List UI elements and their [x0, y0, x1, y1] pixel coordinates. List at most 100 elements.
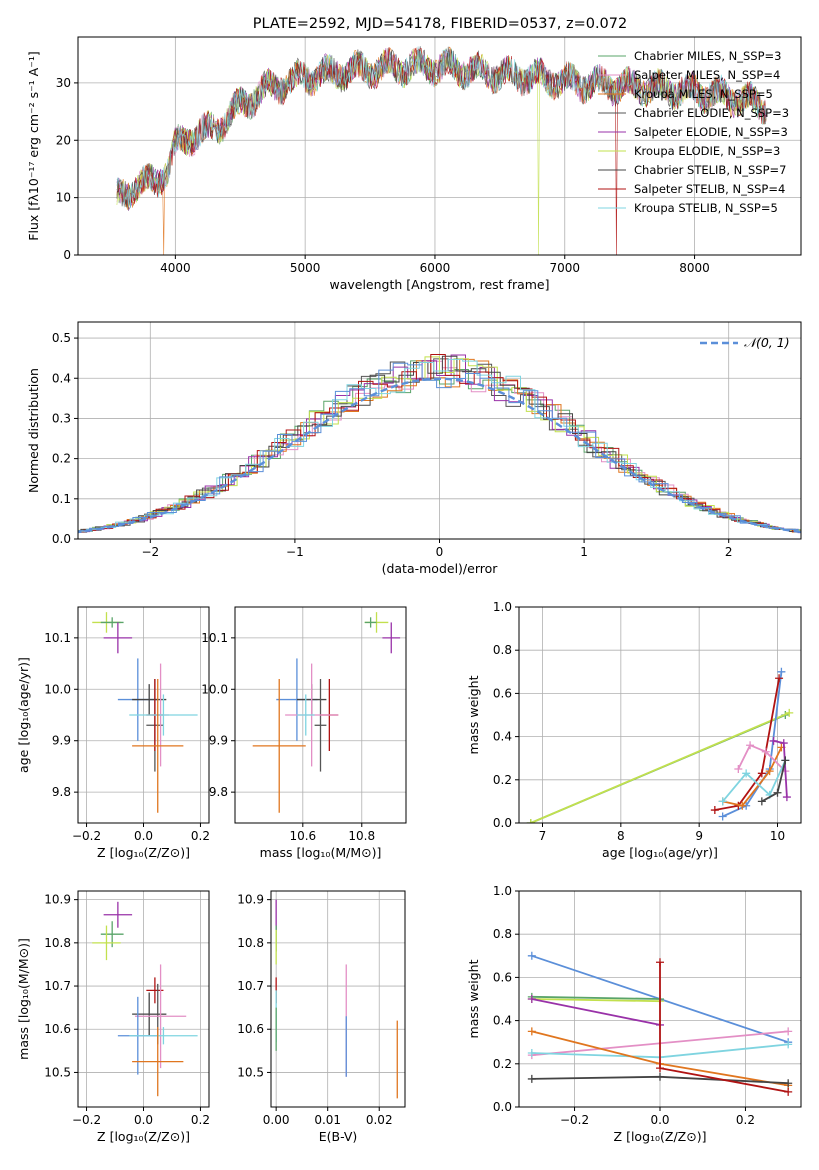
x-tick-label: 0.2	[191, 829, 210, 843]
x-tick-label: 0.01	[314, 1113, 341, 1127]
mass-weight-line	[737, 744, 786, 772]
histogram-step	[78, 356, 801, 534]
y-tick-label: 10.7	[44, 979, 71, 993]
y-tick-label: 0.2	[493, 1057, 512, 1071]
point-marker	[734, 765, 743, 773]
y-tick-label: 0.4	[493, 1014, 512, 1028]
legend-entry: Salpeter MILES, N_SSP=4	[634, 68, 780, 82]
x-tick-label: 8	[617, 829, 625, 843]
y-tick-label: 10.1	[44, 631, 71, 645]
y-tick-label: 0.6	[493, 686, 512, 700]
y-tick-label: 0.0	[493, 1100, 512, 1114]
point-marker	[527, 1074, 536, 1083]
point-marker	[527, 1049, 536, 1057]
x-tick-label: −2	[141, 545, 159, 559]
y-tick-label: 0.4	[493, 730, 512, 744]
y-tick-label: 0.2	[493, 773, 512, 787]
legend-entry: Salpeter ELODIE, N_SSP=3	[634, 125, 788, 139]
legend-entry: Chabrier MILES, N_SSP=3	[634, 49, 781, 63]
y-tick-label: 0	[63, 248, 71, 262]
plot-area	[92, 901, 198, 1097]
plot-area	[78, 354, 801, 534]
point-marker	[656, 1072, 664, 1081]
axes-frame	[234, 606, 407, 824]
x-tick-label: 0.00	[263, 1113, 290, 1127]
x-tick-label: 5000	[290, 261, 321, 275]
mass-weight-line	[714, 678, 780, 811]
x-tick-label: 2	[725, 545, 733, 559]
point-marker	[718, 812, 727, 821]
y-tick-label: 0.5	[52, 331, 71, 345]
normal-curve	[78, 377, 801, 534]
x-axis-label: wavelength [Angstrom, rest frame]	[329, 277, 549, 292]
x-tick-label: 0.2	[191, 1113, 210, 1127]
y-tick-label: 10.6	[237, 1022, 264, 1036]
y-tick-label: 10.0	[201, 682, 228, 696]
mass-weight-line	[659, 962, 789, 1093]
legend-entry: Kroupa ELODIE, N_SSP=3	[634, 144, 780, 158]
point-marker	[782, 793, 791, 802]
y-tick-label: 9.8	[52, 785, 71, 799]
legend-entry: Chabrier ELODIE, N_SSP=3	[634, 106, 789, 120]
y-tick-label: 9.9	[52, 734, 71, 748]
point-marker	[784, 1079, 793, 1088]
axes-frame	[77, 36, 802, 256]
x-tick-label: 6000	[420, 261, 451, 275]
y-tick-label: 10.5	[44, 1065, 71, 1079]
x-tick-label: 4000	[160, 261, 191, 275]
point-marker	[757, 769, 766, 778]
y-tick-label: 0.8	[493, 927, 512, 941]
x-axis-label: Z [log₁₀(Z/Z⊙)]	[614, 1129, 707, 1144]
point-marker	[765, 767, 774, 776]
x-tick-label: 10.6	[289, 829, 316, 843]
x-tick-label: −0.2	[560, 1113, 589, 1127]
y-tick-label: 10.6	[44, 1022, 71, 1036]
y-tick-label: 0.2	[52, 452, 71, 466]
y-axis-label: mass weight	[466, 959, 481, 1038]
y-axis-label: mass [log₁₀(M/M⊙)]	[16, 938, 31, 1060]
x-tick-label: 10	[770, 829, 785, 843]
mass-weight-line	[530, 711, 790, 823]
y-axis-label: age [log₁₀(age/yr)]	[16, 657, 31, 773]
x-axis-label: Z [log₁₀(Z/Z⊙)]	[97, 845, 190, 860]
y-tick-label: 9.9	[209, 734, 228, 748]
y-tick-label: 10.9	[44, 893, 71, 907]
point-marker	[784, 1040, 793, 1049]
x-tick-label: 0.0	[134, 1113, 153, 1127]
point-marker	[526, 819, 535, 823]
point-marker	[527, 1027, 536, 1036]
x-axis-label: mass [log₁₀(M/M⊙)]	[260, 845, 382, 860]
legend-entry: Salpeter STELIB, N_SSP=4	[634, 182, 785, 196]
point-marker	[779, 739, 788, 748]
point-marker	[742, 769, 751, 778]
point-marker	[656, 1064, 664, 1073]
point-marker	[781, 756, 790, 765]
y-tick-label: 10.1	[201, 631, 228, 645]
point-marker	[784, 1027, 793, 1036]
point-marker	[757, 797, 766, 806]
y-tick-label: 0.4	[52, 371, 71, 385]
x-axis-label: E(B-V)	[319, 1129, 358, 1144]
y-tick-label: 30	[56, 76, 71, 90]
y-tick-label: 0.1	[52, 492, 71, 506]
x-axis-label: age [log₁₀(age/yr)]	[602, 845, 718, 860]
point-marker	[784, 1087, 793, 1096]
x-tick-label: 0.0	[134, 829, 153, 843]
y-tick-label: 0.6	[493, 970, 512, 984]
y-tick-label: 10.9	[237, 893, 264, 907]
x-tick-label: 9	[695, 829, 703, 843]
y-tick-label: 10.5	[237, 1065, 264, 1079]
x-tick-label: 7	[539, 829, 547, 843]
plot-area	[92, 612, 198, 813]
x-axis-label: Z [log₁₀(Z/Z⊙)]	[97, 1129, 190, 1144]
mass-weight-line	[531, 995, 661, 1000]
point-marker	[527, 995, 536, 1003]
point-marker	[746, 741, 755, 750]
plot-area	[526, 667, 794, 823]
y-tick-label: 0.0	[493, 816, 512, 830]
x-tick-label: 1	[580, 545, 588, 559]
y-tick-label: 10.8	[237, 936, 264, 950]
point-marker	[773, 788, 782, 797]
mass-weight-line	[722, 747, 783, 807]
